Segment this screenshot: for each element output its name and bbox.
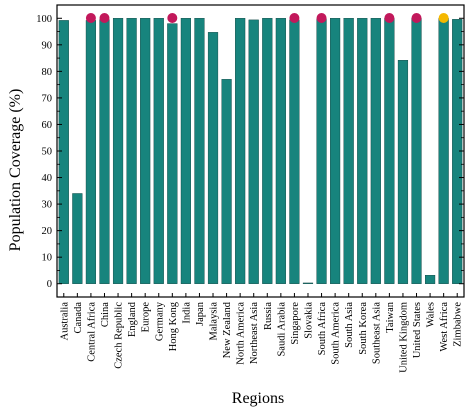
y-tick-label: 100 — [36, 14, 52, 25]
bar — [58, 20, 69, 284]
highlight-marker — [85, 13, 96, 23]
x-tick-label: England — [127, 301, 138, 337]
x-tick-label: Central Africa — [86, 302, 97, 362]
y-tick-label: 50 — [42, 147, 53, 158]
x-tick-label: Malaysia — [209, 302, 220, 341]
highlight-marker — [411, 13, 422, 23]
bar — [425, 275, 436, 284]
bar — [275, 18, 286, 284]
bar — [302, 282, 314, 284]
x-tick-label: New Zealand — [222, 301, 233, 358]
y-tick-label: 0 — [47, 279, 52, 290]
bar — [330, 18, 341, 284]
x-tick-label: Czech Republic — [114, 302, 125, 369]
bar — [235, 18, 246, 284]
y-tick-label: 60 — [42, 120, 53, 131]
bar — [167, 23, 178, 284]
bar — [248, 19, 259, 284]
bar — [221, 79, 232, 284]
bar — [438, 18, 449, 284]
x-tick-label: India — [181, 302, 192, 324]
x-tick-label: Saudi Arabia — [276, 302, 287, 357]
bar — [180, 18, 191, 284]
bar — [194, 18, 205, 284]
bar — [289, 19, 300, 284]
highlight-marker — [167, 13, 178, 23]
x-tick-label: Australia — [59, 302, 70, 341]
x-tick-label: Singapore — [290, 302, 301, 345]
highlight-marker — [316, 13, 327, 23]
bar — [72, 193, 83, 284]
bar — [411, 18, 422, 284]
bar — [153, 18, 164, 284]
y-tick-label: 40 — [42, 173, 53, 184]
x-tick-label: United Kingdom — [398, 302, 409, 373]
highlight-marker — [99, 13, 110, 23]
y-tick-label: 10 — [42, 253, 53, 264]
bar — [384, 18, 395, 284]
x-tick-label: Zimbabwe — [453, 302, 464, 347]
x-tick-label: United States — [412, 302, 423, 358]
x-tick-label: Taiwan — [385, 301, 396, 333]
bar — [262, 18, 273, 284]
bar — [357, 18, 368, 284]
bar — [370, 18, 381, 284]
bar — [397, 60, 409, 284]
bar — [112, 18, 124, 284]
x-tick-label: Japan — [195, 301, 206, 326]
y-tick-label: 30 — [42, 200, 53, 211]
x-tick-label: Hong Kong — [168, 301, 179, 351]
plot-area: 0 10 20 30 40 50 60 70 80 90 100 Australia Canada Cen… — [36, 4, 465, 373]
highlight-marker — [438, 13, 449, 23]
bar — [343, 18, 354, 284]
x-tick-label: South Asia — [344, 302, 355, 348]
bar — [99, 19, 110, 284]
y-axis-title: Population Coverage (%) — [7, 89, 24, 252]
x-tick-label: China — [100, 302, 111, 327]
bar — [316, 18, 327, 284]
y-tick-label: 90 — [42, 40, 53, 51]
x-tick-label: South America — [331, 302, 342, 365]
x-tick-label: Wales — [426, 302, 437, 327]
x-tick-label: Slovakia — [303, 302, 314, 339]
y-tick-label: 20 — [42, 226, 53, 237]
y-tick-label: 80 — [42, 67, 53, 78]
x-tick-label: Canada — [73, 302, 84, 334]
bar — [452, 19, 463, 284]
highlight-marker — [384, 13, 395, 23]
bar — [207, 32, 219, 284]
x-tick-label: Russia — [263, 302, 274, 330]
highlight-marker — [289, 13, 300, 23]
x-tick-label: Southeast Asia — [371, 302, 382, 364]
x-tick-label: North America — [236, 302, 247, 365]
x-tick-label: Northeast Asia — [249, 302, 260, 364]
y-tick-label: 70 — [42, 93, 53, 104]
x-tick-label: Europe — [141, 302, 152, 333]
x-tick-label: South Korea — [358, 302, 369, 355]
bar — [140, 18, 151, 284]
x-tick-label: South Africa — [317, 302, 328, 356]
bar — [85, 20, 96, 284]
bar — [126, 18, 137, 284]
x-axis-title: Regions — [232, 390, 284, 407]
x-tick-label: Germany — [154, 301, 165, 341]
x-tick-label: West Africa — [439, 302, 450, 352]
